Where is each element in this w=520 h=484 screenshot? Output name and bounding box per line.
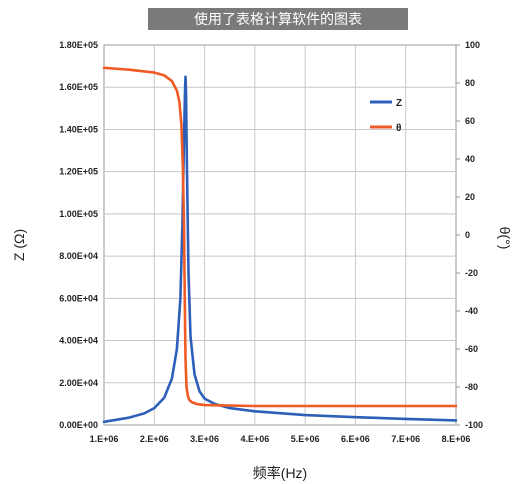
x-tick-label: 5.E+06	[291, 434, 320, 444]
x-tick-label: 7.E+06	[391, 434, 420, 444]
y2-tick-label: -20	[465, 268, 478, 278]
legend-label-z: Z	[396, 98, 402, 109]
chart-title: 使用了表格计算软件的图表	[194, 11, 362, 27]
x-axis-title: 频率(Hz)	[253, 465, 307, 481]
y2-axis-title: θ(°)	[497, 227, 513, 250]
y-tick-label: 0.00E+00	[59, 420, 98, 430]
legend-label-theta: θ	[396, 123, 401, 134]
y2-tick-label: -40	[465, 306, 478, 316]
y-tick-label: 4.00E+04	[59, 336, 98, 346]
right-axis-ticks: -100 -80 -60 -40 -20 0 20 40 60 80 100	[456, 40, 483, 430]
y2-tick-label: 80	[465, 78, 475, 88]
y2-tick-label: 100	[465, 40, 480, 50]
x-axis-ticks: 1.E+06 2.E+06 3.E+06 4.E+06 5.E+06 6.E+06 7.E+…	[90, 434, 471, 444]
title-banner: 使用了表格计算软件的图表	[148, 8, 408, 30]
y-axis-title: Z (Ω)	[11, 229, 27, 261]
plot-area	[103, 44, 457, 426]
y2-tick-label: -60	[465, 344, 478, 354]
y-tick-label: 1.80E+05	[59, 40, 98, 50]
y2-tick-label: 40	[465, 154, 475, 164]
y-tick-label: 1.00E+05	[59, 209, 98, 219]
x-tick-label: 8.E+06	[442, 434, 471, 444]
y-tick-label: 1.60E+05	[59, 82, 98, 92]
x-tick-label: 2.E+06	[140, 434, 169, 444]
y2-tick-label: 0	[465, 230, 470, 240]
series-layer	[102, 66, 458, 424]
series-line-z	[102, 75, 458, 424]
y-tick-label: 1.40E+05	[59, 124, 98, 134]
x-tick-label: 6.E+06	[341, 434, 370, 444]
y-tick-label: 8.00E+04	[59, 251, 98, 261]
y2-tick-label: 60	[465, 116, 475, 126]
x-tick-label: 1.E+06	[90, 434, 119, 444]
series-line-theta	[102, 66, 458, 408]
left-axis-ticks: 0.00E+00 2.00E+04 4.00E+04 6.00E+04 8.00E+04…	[59, 40, 98, 430]
y-tick-label: 2.00E+04	[59, 378, 98, 388]
y-tick-label: 6.00E+04	[59, 293, 98, 303]
legend: Z θ	[370, 98, 402, 134]
y-tick-label: 1.20E+05	[59, 167, 98, 177]
x-tick-label: 3.E+06	[190, 434, 219, 444]
y2-tick-label: -100	[465, 420, 483, 430]
y2-tick-label: 20	[465, 192, 475, 202]
x-tick-label: 4.E+06	[240, 434, 269, 444]
y2-tick-label: -80	[465, 382, 478, 392]
grid	[104, 45, 456, 425]
title-banner-background	[148, 8, 408, 30]
